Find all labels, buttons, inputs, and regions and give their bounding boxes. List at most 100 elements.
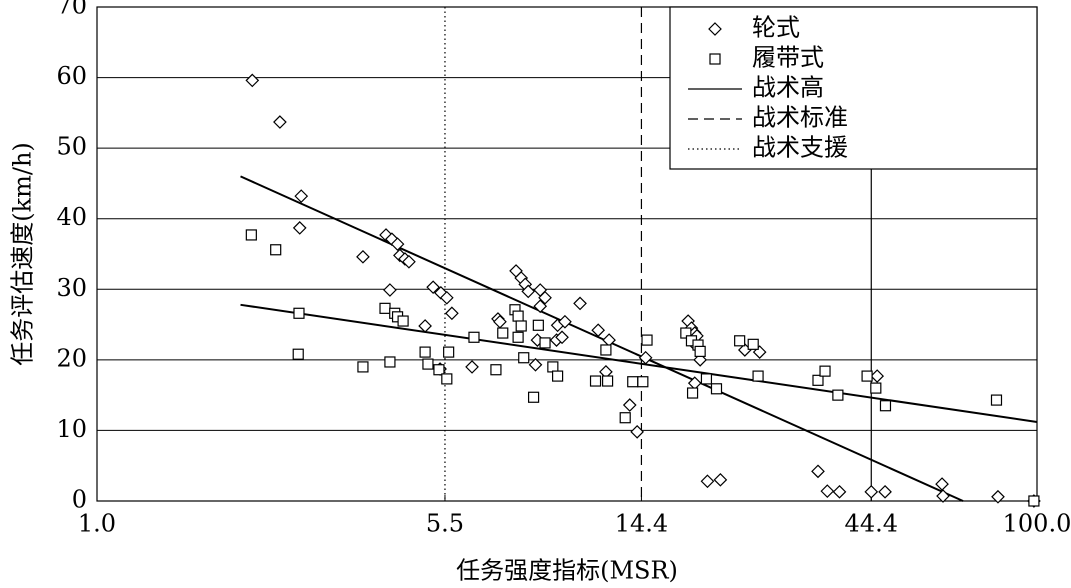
diamond-point bbox=[356, 249, 370, 264]
diamond-point bbox=[528, 357, 543, 372]
y-tick-label: 0 bbox=[72, 486, 87, 514]
square-point bbox=[641, 334, 653, 346]
square-point bbox=[601, 375, 614, 387]
diamond-point bbox=[390, 237, 405, 251]
square-point bbox=[819, 365, 831, 377]
diamond-point bbox=[622, 398, 637, 412]
diamond-point bbox=[402, 254, 416, 269]
diamond-point bbox=[445, 306, 459, 321]
square-point bbox=[515, 320, 527, 332]
square-point bbox=[539, 337, 551, 349]
square-point bbox=[710, 383, 723, 395]
square-point bbox=[832, 389, 844, 401]
square-point bbox=[245, 229, 257, 241]
diamond-point bbox=[521, 284, 536, 299]
square-point bbox=[490, 364, 502, 376]
diamond-point bbox=[864, 484, 879, 499]
diamond-point bbox=[573, 296, 587, 311]
square-point bbox=[384, 356, 396, 368]
square-point bbox=[637, 376, 649, 388]
x-tick-label: 100.0 bbox=[1003, 510, 1071, 538]
square-point bbox=[397, 315, 409, 327]
square-point bbox=[686, 387, 699, 399]
square-point bbox=[734, 335, 746, 347]
square-point bbox=[293, 307, 305, 319]
square-point bbox=[357, 361, 369, 373]
diamond-point bbox=[811, 464, 825, 479]
square-point bbox=[694, 345, 706, 357]
square-point bbox=[512, 331, 524, 343]
square-point bbox=[527, 391, 540, 403]
y-axis-label: 任务评估速度(km/h) bbox=[9, 142, 37, 366]
y-tick-label: 70 bbox=[56, 0, 87, 20]
x-tick-label: 14.4 bbox=[615, 510, 668, 538]
diamond-point bbox=[700, 474, 715, 489]
square-point bbox=[747, 338, 759, 350]
x-tick-label: 5.5 bbox=[426, 510, 464, 538]
legend-label: 履带式 bbox=[752, 44, 824, 72]
diamond-point bbox=[558, 314, 572, 329]
diamond-point bbox=[713, 472, 728, 487]
diamond-point bbox=[555, 330, 569, 345]
diamond-point bbox=[991, 489, 1005, 504]
diamond-point bbox=[936, 489, 950, 503]
diamond-point bbox=[245, 73, 260, 88]
x-tick-label: 44.4 bbox=[845, 510, 898, 538]
square-point bbox=[752, 370, 764, 382]
square-point bbox=[441, 373, 453, 385]
square-point bbox=[433, 364, 445, 376]
square-point bbox=[552, 370, 564, 382]
square-point bbox=[518, 352, 530, 364]
square-point bbox=[1028, 495, 1040, 507]
y-tick-label: 60 bbox=[56, 62, 87, 90]
x-tick-label: 1.0 bbox=[78, 510, 116, 538]
fit-line bbox=[240, 175, 964, 502]
square-point bbox=[532, 319, 544, 331]
x-axis-label: 任务强度指标(MSR) bbox=[456, 557, 678, 585]
square-point bbox=[419, 346, 431, 358]
diamond-point bbox=[870, 369, 885, 383]
diamond-point bbox=[820, 484, 835, 498]
square-point bbox=[680, 327, 692, 339]
square-point bbox=[589, 375, 602, 387]
diamond-point bbox=[878, 484, 892, 499]
diamond-point bbox=[292, 221, 307, 235]
y-tick-label: 30 bbox=[56, 274, 87, 302]
diamond-point bbox=[533, 299, 548, 314]
diamond-point bbox=[418, 319, 432, 333]
fit-line bbox=[240, 303, 1038, 423]
diamond-point bbox=[465, 360, 479, 374]
diamond-point bbox=[379, 228, 393, 242]
diamond-point bbox=[638, 350, 653, 365]
square-point bbox=[497, 327, 509, 339]
square-point bbox=[627, 376, 639, 388]
square-point bbox=[879, 400, 892, 412]
square-point bbox=[422, 358, 434, 370]
square-point bbox=[547, 361, 559, 373]
y-tick-label: 50 bbox=[56, 133, 87, 161]
square-point bbox=[292, 348, 304, 360]
square-point bbox=[812, 374, 824, 386]
diamond-point bbox=[383, 283, 397, 297]
y-tick-label: 20 bbox=[56, 344, 87, 372]
square-point bbox=[870, 382, 882, 394]
square-point bbox=[443, 346, 455, 358]
legend-label: 战术标准 bbox=[752, 104, 848, 132]
legend-symbol bbox=[709, 53, 721, 65]
diamond-point bbox=[426, 280, 440, 295]
square-point bbox=[990, 394, 1003, 406]
square-point bbox=[379, 302, 391, 314]
diamond-point bbox=[294, 189, 309, 203]
legend-label: 战术支援 bbox=[752, 134, 848, 162]
legend-symbol bbox=[708, 22, 722, 36]
diamond-point bbox=[439, 290, 454, 305]
y-tick-label: 10 bbox=[56, 415, 87, 443]
square-point bbox=[270, 244, 282, 256]
y-tick-label: 40 bbox=[56, 203, 87, 231]
plot-frame bbox=[96, 6, 1038, 502]
diamond-point bbox=[591, 323, 606, 338]
diamond-point bbox=[538, 290, 552, 305]
square-point bbox=[861, 370, 873, 382]
legend-box bbox=[669, 6, 1038, 170]
